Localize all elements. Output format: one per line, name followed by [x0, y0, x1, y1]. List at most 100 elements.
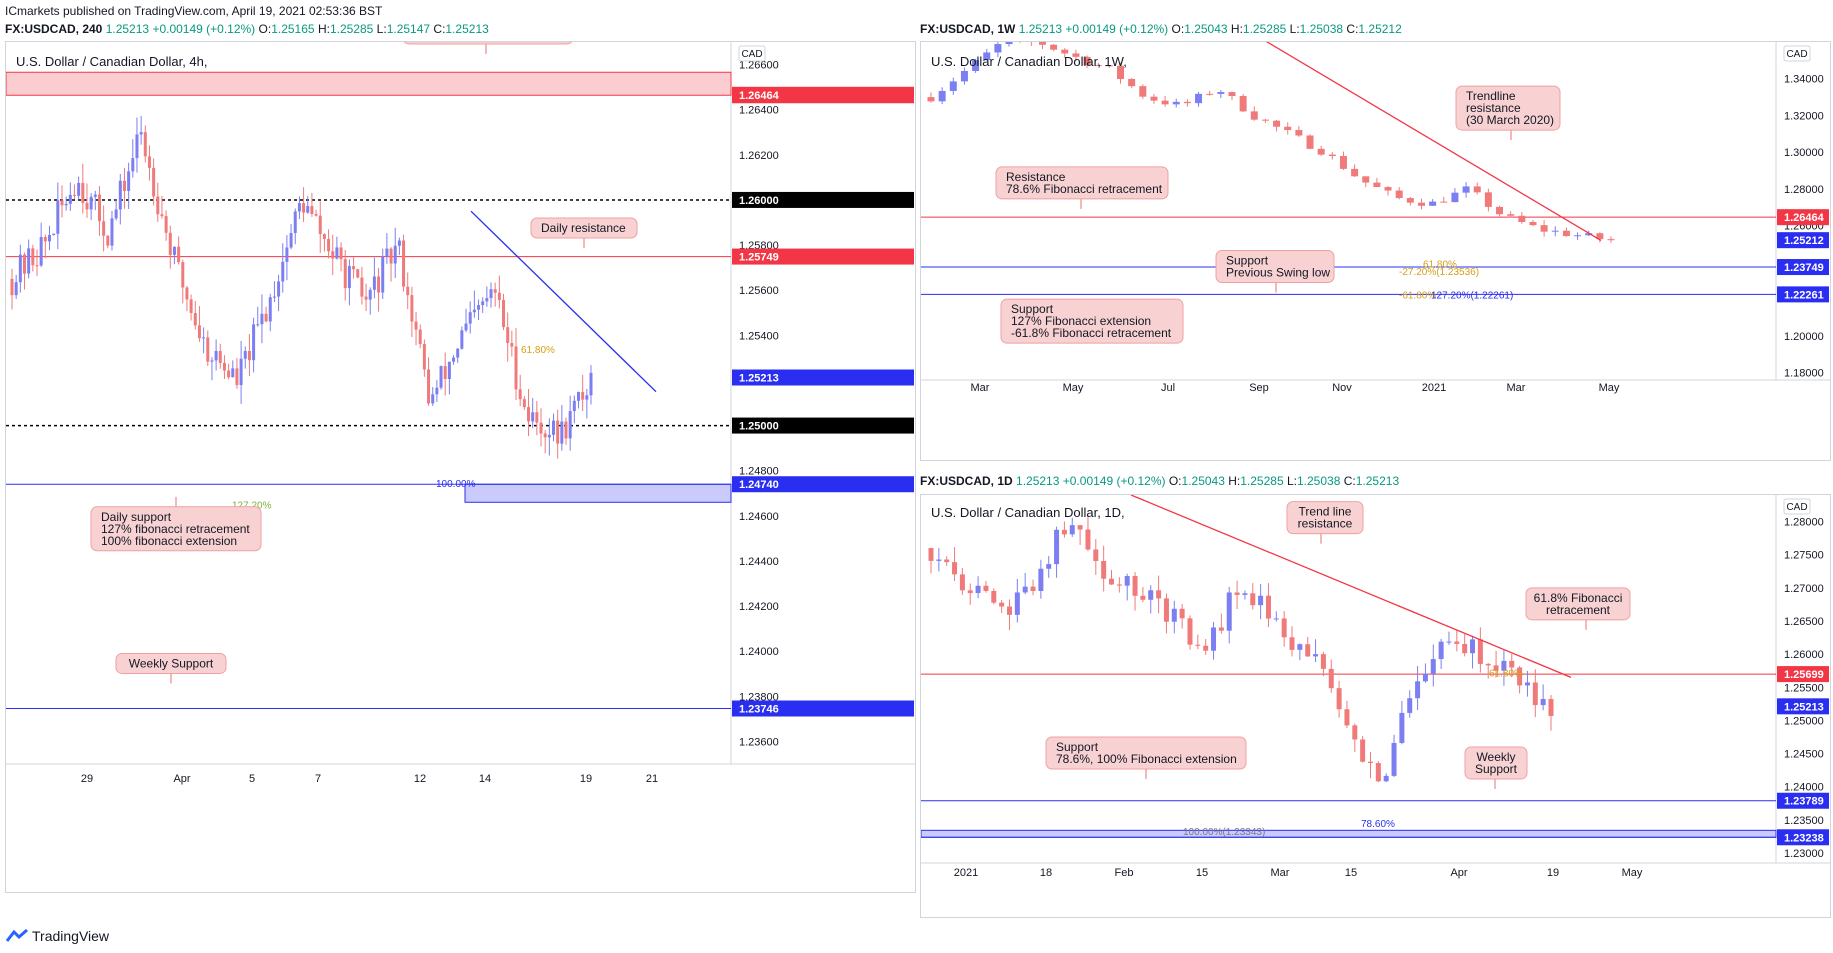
candle-body: [1339, 156, 1347, 169]
close-value: 1.25213: [445, 22, 489, 36]
currency-label: CAD: [741, 49, 762, 60]
trendline: [1130, 494, 1572, 678]
candle-body: [1375, 763, 1381, 782]
price-axis-label: 1.26000: [739, 195, 779, 207]
candle-body: [489, 289, 493, 299]
candle-body: [1195, 644, 1201, 646]
annotation-box: [1215, 249, 1335, 283]
candle-body: [443, 366, 447, 380]
candle-body: [152, 167, 156, 197]
candle-body: [114, 209, 118, 219]
candle-body: [472, 309, 476, 313]
annotation-text: 127% fibonacci retracement: [101, 522, 250, 536]
candle-body: [1518, 215, 1526, 223]
candle-body: [1562, 230, 1570, 237]
currency-tag: [1783, 498, 1811, 515]
candle-body: [335, 247, 339, 259]
candle-body: [497, 292, 501, 300]
daily-chart-svg[interactable]: 1.28000 1.27500 1.27000 1.26500 1.26000 1.255…: [920, 494, 1830, 917]
candle-body: [1496, 206, 1504, 215]
candle-body: [1116, 584, 1122, 586]
x-tick-label: 7: [315, 773, 321, 785]
price-axis-label: 1.23749: [1784, 262, 1824, 274]
x-tick-label: 19: [580, 773, 592, 785]
candle-body: [364, 296, 368, 300]
candle-body: [1117, 65, 1125, 80]
candle-body: [975, 585, 981, 594]
candle-body: [277, 281, 281, 297]
candle-body: [243, 350, 247, 359]
candle-body: [256, 324, 260, 326]
candle-body: [368, 289, 372, 300]
candle-body: [1297, 644, 1303, 650]
candle-body: [143, 132, 147, 157]
candle-body: [422, 344, 426, 370]
candle-body: [1295, 129, 1303, 136]
candle-body: [1038, 41, 1046, 45]
candle-body: [1250, 593, 1256, 606]
candle-body: [959, 574, 965, 591]
price-axis-label-bg: [732, 476, 914, 493]
price-axis-label-bg: [732, 369, 914, 386]
y-tick-label: 1.23000: [1784, 848, 1824, 860]
annotation-text: Weekly Support: [129, 656, 214, 670]
symbol-label: FX:USDCAD, 240: [5, 22, 103, 36]
candle-body: [97, 194, 101, 222]
x-tick-label: 29: [81, 773, 93, 785]
annotation-text: Weekly: [1476, 750, 1515, 764]
annotation-text: Support: [1475, 762, 1518, 776]
candle-body: [972, 60, 980, 71]
weekly-chart-svg[interactable]: 1.340001.320001.300001.280001.260001.200…: [921, 33, 1830, 460]
y-tick-label: 1.24000: [1784, 782, 1824, 794]
candle-body: [1422, 673, 1428, 682]
candle-body: [1352, 725, 1358, 740]
candle-body: [1367, 761, 1373, 764]
price-zone: [920, 829, 1777, 838]
candle-body: [177, 246, 181, 263]
tradingview-logo[interactable]: TradingView: [6, 928, 109, 944]
y-tick-label: 1.26500: [1784, 616, 1824, 628]
candle-body: [983, 52, 991, 61]
candle-body: [1477, 639, 1483, 664]
candle-body: [1183, 101, 1191, 104]
annotation-text: retracement: [1546, 603, 1611, 617]
annotation-text: Support: [1011, 302, 1054, 316]
x-tick-label: May: [1599, 382, 1620, 394]
chart-pane-daily[interactable]: 1.28000 1.27500 1.27000 1.26500 1.26000 1.255…: [920, 494, 1831, 918]
candle-body: [302, 203, 306, 213]
annotation-text: Trendline: [1466, 89, 1516, 103]
candle-body: [1150, 96, 1158, 101]
annotation-text: Daily resistance: [541, 221, 626, 235]
candle-body: [1391, 742, 1397, 776]
candle-body: [410, 295, 414, 322]
candle-body: [1406, 198, 1414, 203]
candle-body: [393, 245, 397, 264]
candle-body: [1485, 663, 1491, 666]
chart-pane-weekly[interactable]: 1.34000 1.32000 1.30000 1.28000 1.26000 1.200…: [920, 33, 1831, 461]
candle-body: [127, 171, 131, 192]
candle-body: [1336, 688, 1342, 710]
candle-body: [1139, 86, 1147, 97]
price-axis-label-bg: [1777, 698, 1829, 715]
candle-body: [52, 233, 56, 236]
candle-body: [1551, 230, 1559, 232]
candle-body: [193, 312, 197, 326]
chart-pane-h4[interactable]: 1.268001.266001.264001.262001.258001.256…: [5, 14, 916, 893]
candle-body: [564, 421, 568, 439]
price-axis-label-bg: [1777, 209, 1829, 226]
x-tick-label: 14: [479, 773, 491, 785]
candle-body: [381, 256, 385, 293]
price-axis-label-bg: [732, 417, 914, 434]
candle-body: [72, 194, 76, 196]
h4-chart-svg[interactable]: 1.268001.266001.264001.262001.258001.256…: [5, 14, 915, 892]
candle-body: [197, 325, 201, 339]
candle-body: [347, 266, 351, 289]
candle-body: [110, 218, 114, 246]
candle-body: [1218, 627, 1224, 631]
candle-body: [331, 251, 335, 259]
candle-body: [502, 299, 506, 328]
candle-body: [1344, 709, 1350, 726]
candle-body: [1161, 100, 1169, 105]
open-value: 1.25165: [271, 22, 315, 36]
candle-body: [1317, 148, 1325, 155]
